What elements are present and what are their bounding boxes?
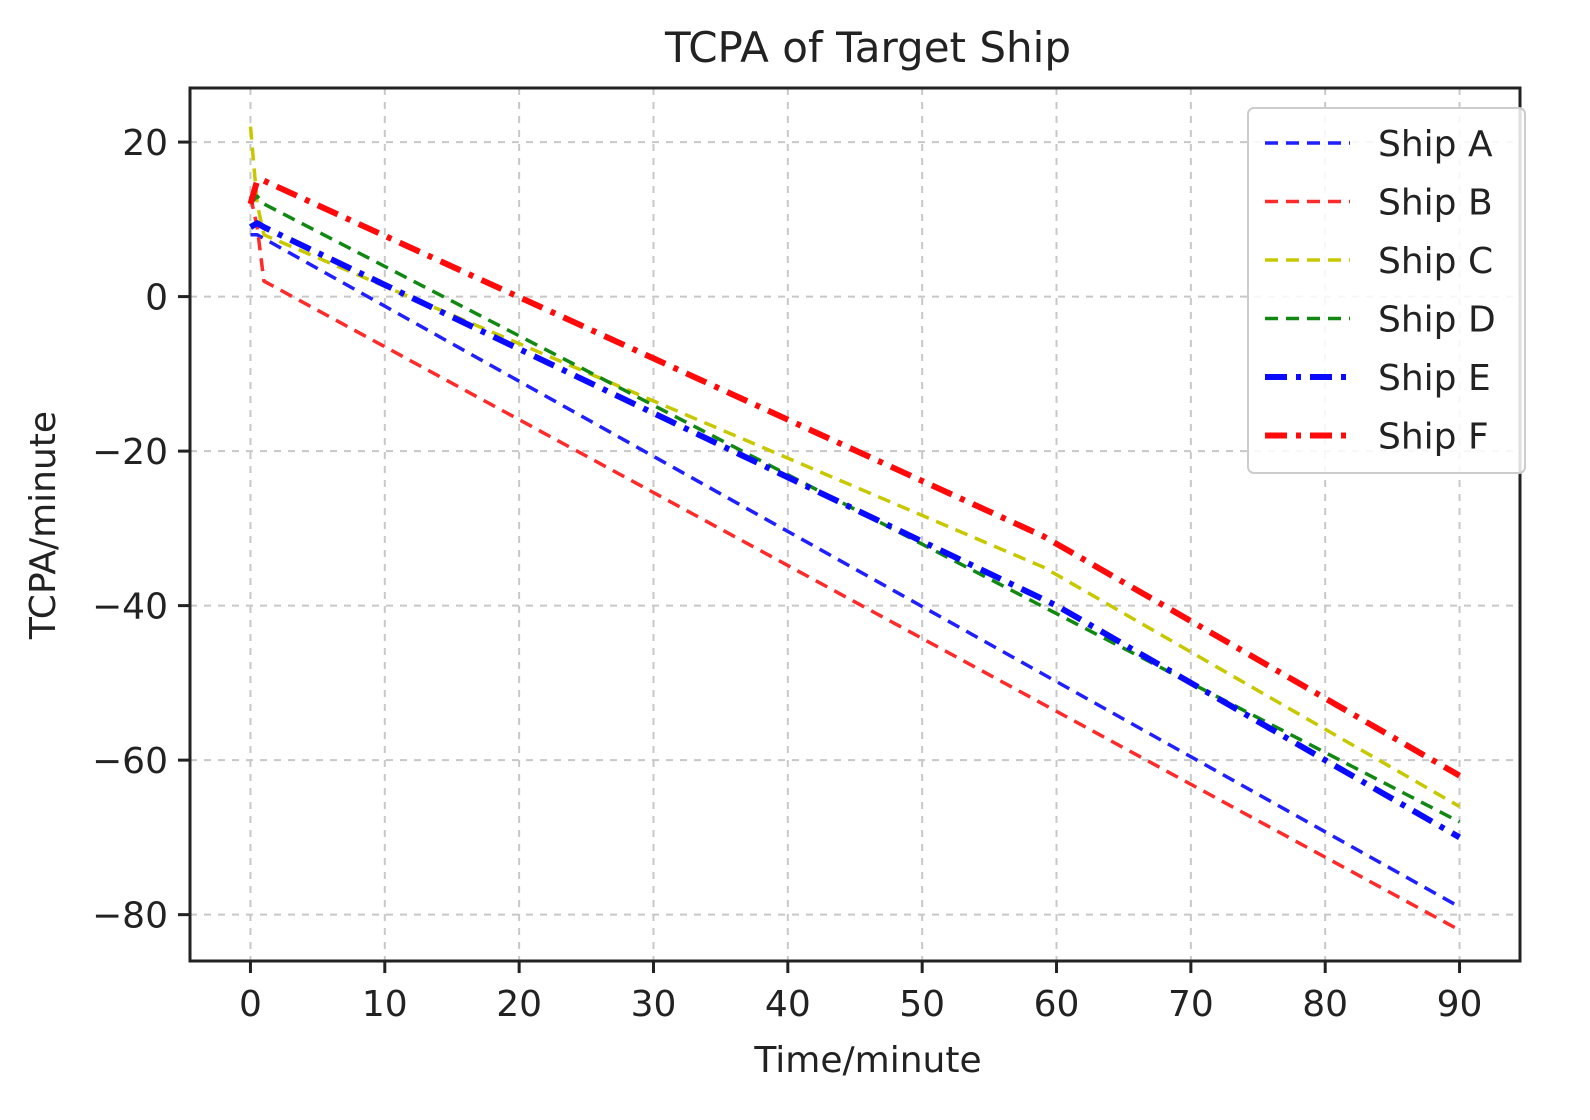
- x-tick-label: 90: [1437, 984, 1483, 1025]
- x-tick-label: 50: [899, 984, 945, 1025]
- legend-label: Ship A: [1378, 124, 1493, 165]
- x-tick-label: 80: [1302, 984, 1348, 1025]
- x-tick-label: 20: [496, 984, 542, 1025]
- series-line-ship-b: [248, 195, 1461, 932]
- x-tick-label: 40: [765, 984, 811, 1025]
- series-lines: [247, 126, 1461, 932]
- y-tick-label: −20: [92, 432, 168, 473]
- y-tick-label: −80: [92, 896, 168, 937]
- y-tick-label: −40: [92, 587, 168, 628]
- x-tick-label: 30: [631, 984, 677, 1025]
- legend-box: [1247, 107, 1526, 474]
- y-tick-label: 0: [145, 278, 168, 319]
- series-line-ship-e: [248, 220, 1461, 841]
- x-tick-label: 10: [362, 984, 408, 1025]
- x-axis-title: Time/minute: [753, 1040, 981, 1081]
- x-tick-label: 60: [1034, 984, 1080, 1025]
- series-line-ship-f: [247, 177, 1461, 779]
- legend-label: Ship D: [1378, 300, 1496, 341]
- x-tick-label: 70: [1168, 984, 1214, 1025]
- legend-label: Ship F: [1378, 417, 1489, 458]
- y-tick-label: −60: [92, 741, 168, 782]
- legend-label: Ship B: [1378, 183, 1493, 224]
- legend: Ship A Ship B Ship C Ship D Ship E Ship F: [1247, 107, 1526, 474]
- legend-label: Ship E: [1378, 358, 1491, 399]
- series-line-ship-a: [250, 233, 1461, 909]
- axis-ticks: 0 10 20 30 40 50 60 70 80 90 20 0 −20 −40 −60 −80: [92, 123, 1482, 1025]
- chart-title: TCPA of Target Ship: [664, 23, 1071, 72]
- plot-frame: [188, 86, 1522, 963]
- y-tick-label: 20: [122, 123, 168, 164]
- x-tick-label: 0: [239, 984, 262, 1025]
- y-axis-title: TCPA/minute: [23, 411, 64, 640]
- legend-label: Ship C: [1378, 241, 1493, 282]
